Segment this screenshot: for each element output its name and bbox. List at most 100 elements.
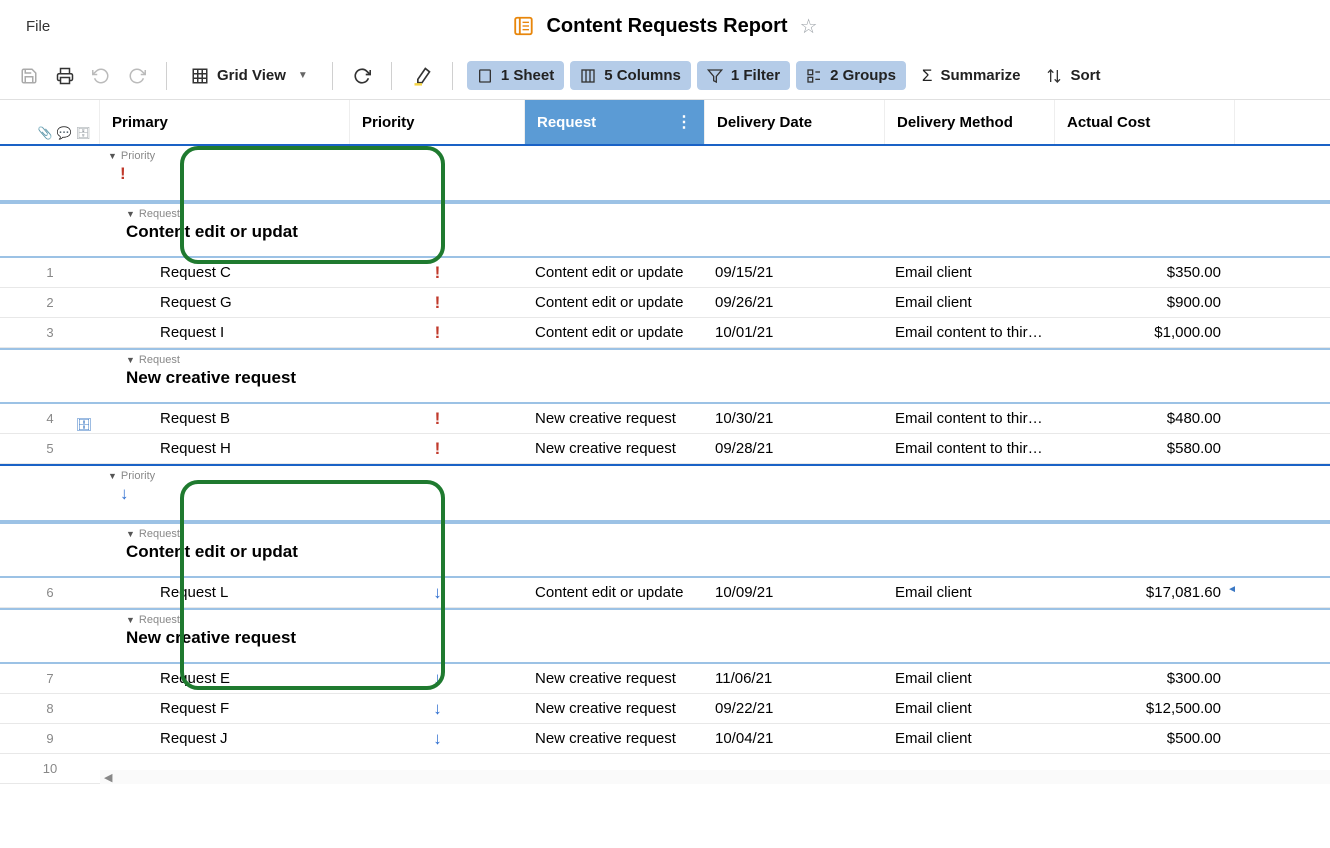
cell-actual-cost[interactable]: $350.00 — [1055, 260, 1235, 285]
cell-request[interactable]: Content edit or update — [525, 320, 705, 345]
cell-delivery-method[interactable]: Email client — [885, 696, 1055, 721]
cell-delivery-method[interactable]: Email client — [885, 666, 1055, 691]
cell-primary[interactable]: Request C — [100, 260, 350, 285]
group-field-label: Priority — [121, 470, 155, 482]
cell-priority[interactable]: ↓ — [350, 665, 525, 693]
col-priority[interactable]: Priority — [350, 100, 525, 144]
group-header-request[interactable]: ▼RequestNew creative request — [0, 348, 1330, 402]
cell-delivery-method[interactable]: Email client — [885, 260, 1055, 285]
col-delivery-date[interactable]: Delivery Date — [705, 100, 885, 144]
group-header-request[interactable]: ▼RequestContent edit or updat — [0, 202, 1330, 256]
cell-primary[interactable]: Request E — [100, 666, 350, 691]
column-menu-icon[interactable]: ⋮ — [676, 112, 692, 132]
cell-delivery-method[interactable]: Email client — [885, 580, 1055, 605]
cell-actual-cost[interactable]: $500.00 — [1055, 726, 1235, 751]
col-actual-cost[interactable]: Actual Cost — [1055, 100, 1235, 144]
col-delivery-method[interactable]: Delivery Method — [885, 100, 1055, 144]
cell-actual-cost[interactable]: $300.00 — [1055, 666, 1235, 691]
columns-button[interactable]: 5 Columns — [570, 61, 691, 90]
col-primary[interactable]: Primary — [100, 100, 350, 144]
cell-actual-cost[interactable]: $900.00 — [1055, 290, 1235, 315]
file-menu[interactable]: File — [16, 12, 60, 41]
collapse-icon[interactable]: ▼ — [108, 471, 117, 481]
table-row[interactable]: 4🗄Request B!New creative request10/30/21… — [0, 404, 1330, 434]
cell-priority[interactable]: ! — [350, 289, 525, 317]
highlight-icon[interactable] — [406, 60, 438, 92]
cell-delivery-date[interactable]: 09/28/21 — [705, 436, 885, 461]
cell-primary[interactable]: Request G — [100, 290, 350, 315]
table-row[interactable]: 7Request E↓New creative request11/06/21E… — [0, 664, 1330, 694]
groups-button[interactable]: 2 Groups — [796, 61, 906, 90]
summarize-button[interactable]: ΣSummarize — [912, 60, 1031, 92]
cell-delivery-date[interactable]: 09/26/21 — [705, 290, 885, 315]
group-header-priority[interactable]: ▼Priority↓ — [0, 466, 1330, 520]
cell-actual-cost[interactable]: $17,081.60 — [1055, 580, 1235, 605]
cell-delivery-method[interactable]: Email content to third p — [885, 436, 1055, 461]
cell-priority[interactable]: ! — [350, 435, 525, 463]
cell-priority[interactable]: ! — [350, 259, 525, 287]
cell-delivery-method[interactable]: Email client — [885, 290, 1055, 315]
cell-request[interactable]: Content edit or update — [525, 260, 705, 285]
horizontal-scrollbar[interactable]: ◀ — [100, 770, 1330, 784]
cell-request[interactable]: Content edit or update — [525, 290, 705, 315]
cell-priority[interactable]: ↓ — [350, 579, 525, 607]
collapse-icon[interactable]: ▼ — [126, 209, 135, 219]
cell-delivery-date[interactable]: 10/01/21 — [705, 320, 885, 345]
collapse-icon[interactable]: ▼ — [126, 615, 135, 625]
cell-primary[interactable]: Request F — [100, 696, 350, 721]
cell-primary[interactable]: Request L — [100, 580, 350, 605]
cell-priority[interactable]: ! — [350, 319, 525, 347]
print-icon[interactable] — [50, 61, 80, 91]
sheets-button[interactable]: 1 Sheet — [467, 61, 564, 90]
cell-primary[interactable]: Request B — [100, 406, 350, 431]
cell-request[interactable]: Content edit or update — [525, 580, 705, 605]
cell-priority[interactable]: ! — [350, 405, 525, 433]
collapse-icon[interactable]: ▼ — [126, 355, 135, 365]
cell-primary[interactable]: Request H — [100, 436, 350, 461]
cell-delivery-date[interactable]: 10/09/21 — [705, 580, 885, 605]
cell-delivery-date[interactable]: 11/06/21 — [705, 666, 885, 691]
cell-primary[interactable]: Request I — [100, 320, 350, 345]
save-icon[interactable] — [14, 61, 44, 91]
cell-request[interactable]: New creative request — [525, 436, 705, 461]
view-selector[interactable]: Grid View ▼ — [181, 61, 318, 91]
favorite-star-icon[interactable]: ☆ — [800, 14, 818, 39]
cell-actual-cost[interactable]: $480.00 — [1055, 406, 1235, 431]
scroll-left-icon[interactable]: ◀ — [100, 771, 116, 784]
group-header-request[interactable]: ▼RequestContent edit or updat — [0, 522, 1330, 576]
cell-delivery-method[interactable]: Email content to third p — [885, 320, 1055, 345]
table-row[interactable]: 3Request I!Content edit or update10/01/2… — [0, 318, 1330, 348]
collapse-icon[interactable]: ▼ — [108, 151, 117, 161]
undo-icon[interactable] — [86, 61, 116, 91]
cell-actual-cost[interactable]: $1,000.00 — [1055, 320, 1235, 345]
cell-actual-cost[interactable]: $12,500.00 — [1055, 696, 1235, 721]
refresh-icon[interactable] — [347, 61, 377, 91]
filter-button[interactable]: 1 Filter — [697, 61, 790, 90]
cell-delivery-date[interactable]: 09/22/21 — [705, 696, 885, 721]
table-row[interactable]: 1Request C!Content edit or update09/15/2… — [0, 258, 1330, 288]
group-header-request[interactable]: ▼RequestNew creative request — [0, 608, 1330, 662]
cell-delivery-date[interactable]: 10/04/21 — [705, 726, 885, 751]
table-row[interactable]: 6Request L↓Content edit or update10/09/2… — [0, 578, 1330, 608]
cell-delivery-method[interactable]: Email content to third p — [885, 406, 1055, 431]
cell-request[interactable]: New creative request — [525, 726, 705, 751]
cell-priority[interactable]: ↓ — [350, 695, 525, 723]
col-request[interactable]: Request⋮ — [525, 100, 705, 144]
table-row[interactable]: 5Request H!New creative request09/28/21E… — [0, 434, 1330, 464]
cell-delivery-date[interactable]: 09/15/21 — [705, 260, 885, 285]
cell-request[interactable]: New creative request — [525, 406, 705, 431]
table-row[interactable]: 9Request J↓New creative request10/04/21E… — [0, 724, 1330, 754]
table-row[interactable]: 8Request F↓New creative request09/22/21E… — [0, 694, 1330, 724]
collapse-icon[interactable]: ▼ — [126, 529, 135, 539]
cell-request[interactable]: New creative request — [525, 666, 705, 691]
cell-delivery-date[interactable]: 10/30/21 — [705, 406, 885, 431]
table-row[interactable]: 2Request G!Content edit or update09/26/2… — [0, 288, 1330, 318]
redo-icon[interactable] — [122, 61, 152, 91]
cell-delivery-method[interactable]: Email client — [885, 726, 1055, 751]
cell-request[interactable]: New creative request — [525, 696, 705, 721]
cell-primary[interactable]: Request J — [100, 726, 350, 751]
cell-priority[interactable]: ↓ — [350, 725, 525, 753]
cell-actual-cost[interactable]: $580.00 — [1055, 436, 1235, 461]
sort-button[interactable]: Sort — [1036, 61, 1110, 90]
group-header-priority[interactable]: ▼Priority! — [0, 146, 1330, 200]
